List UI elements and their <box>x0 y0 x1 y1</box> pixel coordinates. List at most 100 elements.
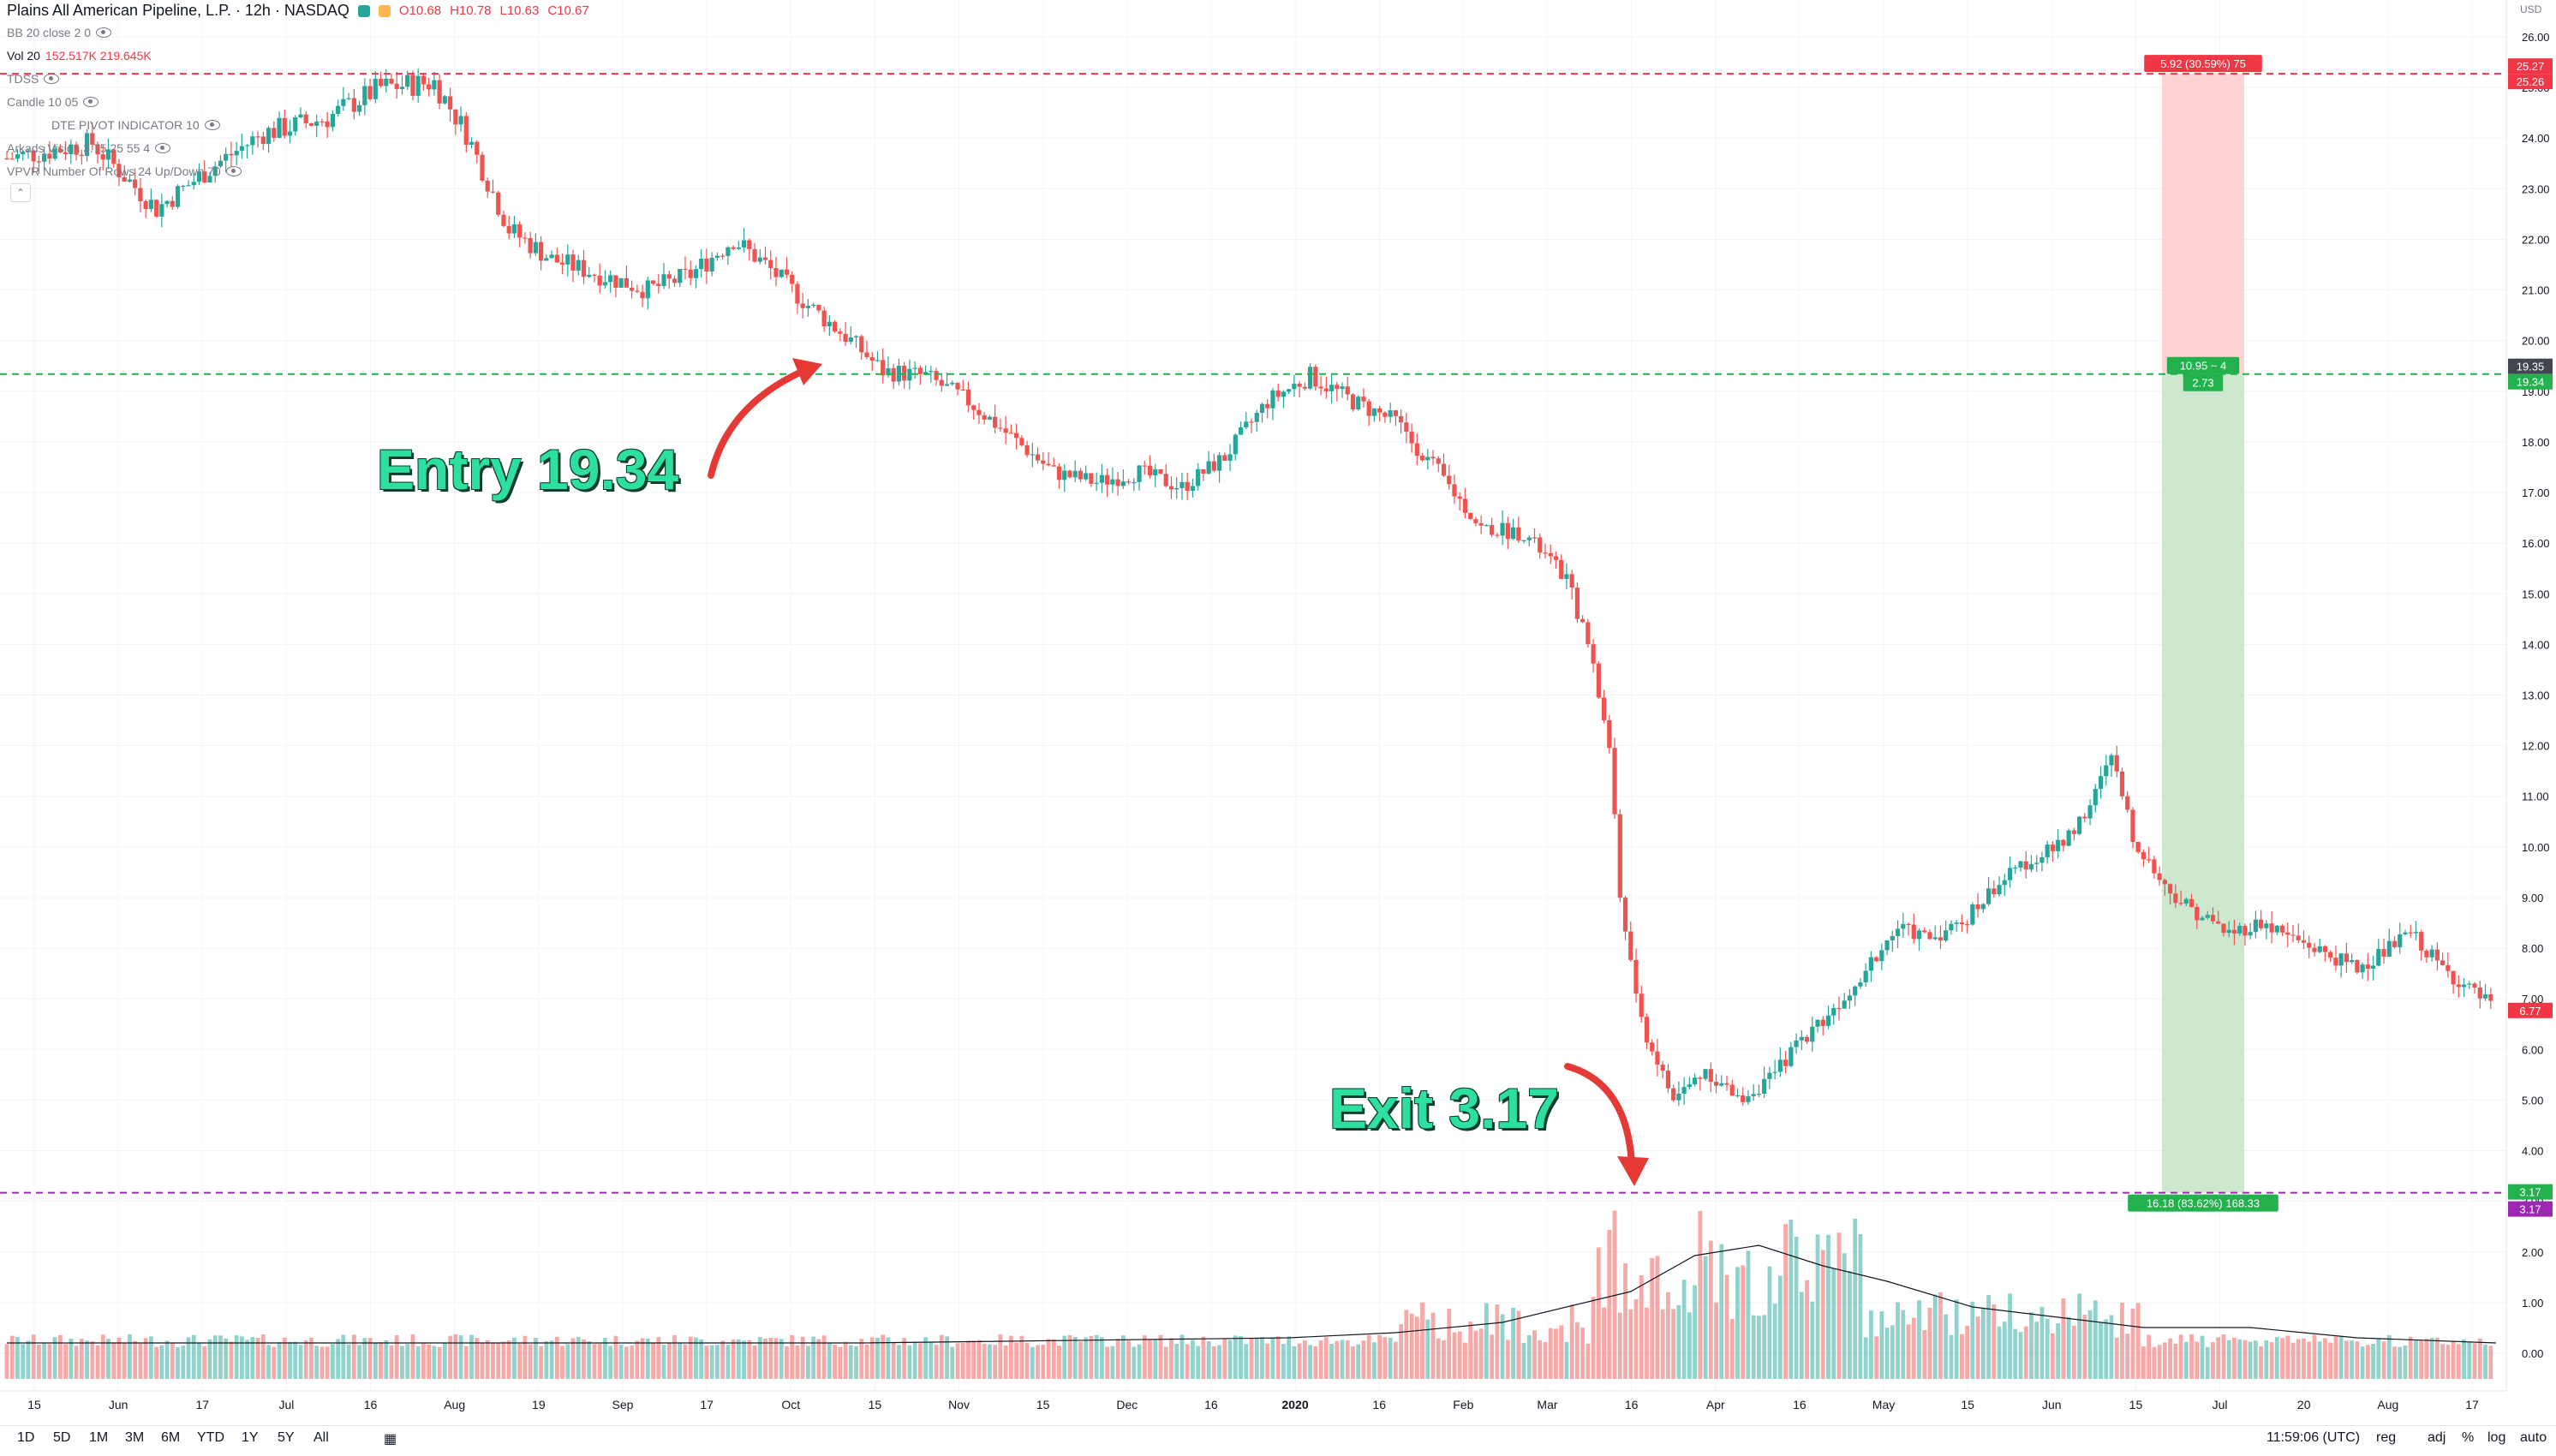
volume-bar <box>379 1341 383 1379</box>
eye-icon[interactable] <box>155 143 171 153</box>
auto-toggle[interactable]: auto <box>2520 1430 2547 1445</box>
eye-icon[interactable] <box>225 166 242 176</box>
candle-body <box>2071 830 2076 834</box>
timeframe-button-5y[interactable]: 5Y <box>278 1430 295 1445</box>
percent-toggle[interactable]: % <box>2462 1430 2475 1445</box>
volume-bar <box>2371 1343 2375 1379</box>
indicator-row[interactable]: Candle 10 05 <box>7 95 99 109</box>
candle-body <box>720 255 726 257</box>
volume-bar <box>1404 1310 1409 1379</box>
candle-body <box>1206 461 1211 474</box>
candle-body <box>2210 915 2216 922</box>
candle-body <box>960 389 965 391</box>
exit-price-tag-box <box>2508 1184 2553 1200</box>
volume-bar <box>651 1342 655 1379</box>
volume-bar <box>1153 1340 1158 1379</box>
adj-toggle[interactable]: adj <box>2428 1430 2446 1445</box>
indicator-row[interactable]: Vol 20 152.517K 219.645K <box>7 49 152 63</box>
volume-bar <box>2381 1341 2386 1379</box>
flag-icon[interactable] <box>378 4 391 17</box>
candle-body <box>1158 468 1163 474</box>
time-tick-label: Aug <box>2377 1398 2398 1411</box>
candle-body <box>1538 537 1543 553</box>
volume-bar <box>1735 1267 1740 1379</box>
volume-bar <box>661 1345 666 1379</box>
timeframe-button-5d[interactable]: 5D <box>53 1430 71 1445</box>
indicator-row[interactable]: VPVR Number Of Rows 24 Up/Down 70 <box>7 164 242 178</box>
timeframe-button-3m[interactable]: 3M <box>125 1430 145 1445</box>
candle-body <box>2274 925 2279 933</box>
candle-body <box>1789 1047 1794 1066</box>
stop-label: 5.92 (30.59%) 75 <box>2160 57 2246 70</box>
timeframe-button-1y[interactable]: 1Y <box>242 1430 259 1445</box>
currency-label[interactable]: USD <box>2520 3 2542 15</box>
candle-body <box>2279 925 2285 933</box>
indicator-row[interactable]: TDSS <box>7 72 60 86</box>
indicator-row[interactable]: DTE PIVOT INDICATOR 10 <box>51 118 220 132</box>
candle-body <box>1804 1036 1810 1042</box>
eye-icon[interactable] <box>83 97 99 107</box>
candle-body <box>821 310 827 327</box>
candle-body <box>1596 663 1601 698</box>
volume-bar <box>1884 1328 1890 1379</box>
timeframe-button-1m[interactable]: 1M <box>89 1430 109 1445</box>
candle-body <box>1724 1083 1729 1085</box>
volume-bar <box>533 1337 538 1379</box>
session-toggle[interactable]: reg <box>2376 1430 2397 1445</box>
volume-bar <box>1484 1303 1489 1379</box>
candle-body <box>1051 465 1056 467</box>
volume-bar <box>2061 1298 2066 1379</box>
candle-body <box>1056 466 1062 480</box>
volume-bar <box>1858 1233 1863 1379</box>
indicator-row[interactable]: Arkads Vision 3.75 25 55 4 <box>7 141 171 155</box>
price-tick-label: 4.00 <box>2522 1145 2543 1158</box>
volume-bar <box>1329 1344 1334 1379</box>
candle-body <box>293 116 298 132</box>
calendar-icon[interactable]: ▦ <box>384 1432 397 1447</box>
candle-body <box>875 360 881 361</box>
candle-body <box>2344 953 2349 963</box>
volume-bar <box>336 1339 341 1379</box>
candle-body <box>1741 1095 1746 1102</box>
indicator-label: VPVR Number Of Rows 24 Up/Down 70 <box>7 164 221 178</box>
log-toggle[interactable]: log <box>2487 1430 2506 1445</box>
volume-bar <box>891 1342 896 1379</box>
volume-bar <box>2099 1322 2103 1379</box>
volume-bar <box>1169 1338 1173 1379</box>
volume-bar <box>1687 1312 1692 1379</box>
candle-body <box>1323 388 1329 391</box>
volume-bar <box>181 1346 186 1379</box>
indicator-label: Arkads Vision 3.75 25 55 4 <box>7 141 151 155</box>
indicator-row[interactable]: BB 20 close 2 0 <box>7 26 112 39</box>
symbol-title[interactable]: Plains All American Pipeline, L.P. · 12h… <box>7 2 349 19</box>
volume-bar <box>2290 1342 2296 1379</box>
timeframe-button-6m[interactable]: 6M <box>161 1430 181 1445</box>
candle-body <box>624 277 629 288</box>
candle-body <box>2434 949 2440 961</box>
volume-bar <box>966 1340 970 1379</box>
candle-body <box>437 80 442 104</box>
volume-bar <box>1409 1313 1414 1379</box>
time-tick-label: Feb <box>1453 1398 1473 1411</box>
volume-bar <box>1693 1285 1697 1379</box>
eye-icon[interactable] <box>96 27 112 38</box>
candle-body <box>1201 468 1206 474</box>
candle-body <box>116 164 122 178</box>
volume-bar <box>2285 1335 2290 1379</box>
volume-bar <box>138 1343 143 1379</box>
timeframe-button-ytd[interactable]: YTD <box>197 1430 224 1445</box>
eye-icon[interactable] <box>44 74 60 84</box>
annotation-arrows <box>708 358 1649 1186</box>
candle-body <box>1532 537 1538 539</box>
timeframe-button-1d[interactable]: 1D <box>17 1430 35 1445</box>
volume-bar <box>1879 1311 1884 1379</box>
candle-body <box>100 154 105 160</box>
timeframe-button-all[interactable]: All <box>314 1430 329 1445</box>
entry-arrow-head <box>792 358 822 385</box>
volume-bar <box>496 1342 501 1379</box>
eye-icon[interactable] <box>204 120 220 130</box>
collapse-legend-button[interactable]: ⌃ <box>10 183 31 202</box>
volume-bar <box>2392 1346 2397 1379</box>
volume-bar <box>330 1344 335 1379</box>
